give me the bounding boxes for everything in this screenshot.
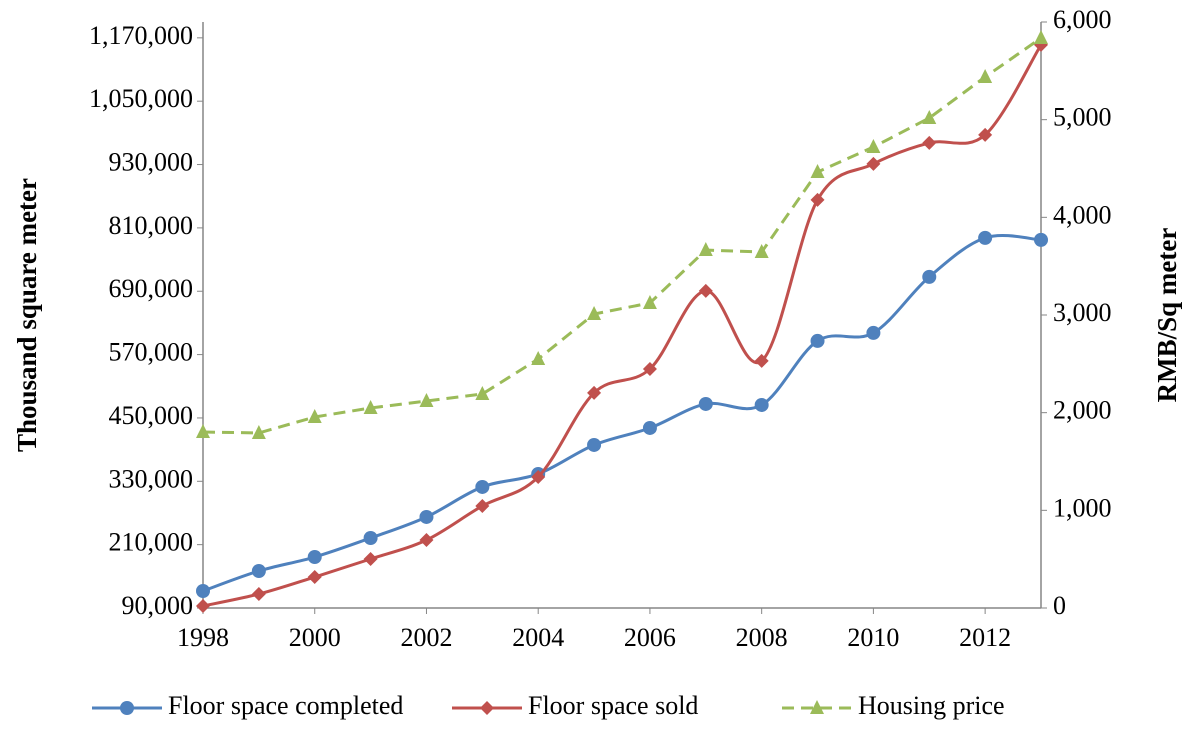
marker xyxy=(475,479,490,494)
marker xyxy=(251,424,266,439)
marker xyxy=(419,509,434,524)
marker xyxy=(1034,232,1048,247)
x-tick-label: 2004 xyxy=(512,623,564,652)
legend-marker xyxy=(810,700,824,714)
marker xyxy=(475,498,490,513)
marker xyxy=(642,361,657,376)
y2-tick-label: 0 xyxy=(1053,591,1066,620)
y-tick-label: 210,000 xyxy=(109,528,194,557)
marker xyxy=(363,552,378,567)
marker xyxy=(587,306,602,321)
marker xyxy=(810,164,825,179)
y-axis-title: Thousand square meter xyxy=(12,178,42,452)
marker xyxy=(531,469,546,484)
y2-tick-label: 5,000 xyxy=(1053,103,1112,132)
marker xyxy=(642,294,657,309)
marker xyxy=(922,135,937,150)
y2-tick-label: 3,000 xyxy=(1053,298,1112,327)
marker xyxy=(587,437,602,452)
marker xyxy=(587,385,602,400)
y-tick-label: 330,000 xyxy=(109,464,194,493)
y-tick-label: 1,170,000 xyxy=(89,21,193,50)
legend-label: Floor space sold xyxy=(528,691,698,720)
marker xyxy=(363,399,378,414)
marker xyxy=(363,530,378,545)
marker xyxy=(978,127,993,142)
y2-tick-label: 2,000 xyxy=(1053,396,1112,425)
marker xyxy=(810,333,825,348)
legend-marker xyxy=(120,701,134,715)
series-line xyxy=(202,36,1042,435)
x-tick-label: 2008 xyxy=(736,623,788,652)
marker xyxy=(810,192,825,207)
y-tick-label: 90,000 xyxy=(122,591,194,620)
marker xyxy=(307,408,322,423)
marker xyxy=(251,563,266,578)
marker xyxy=(978,68,993,83)
marker xyxy=(866,325,881,340)
marker xyxy=(419,393,434,408)
legend-label: Floor space completed xyxy=(168,691,403,720)
marker xyxy=(754,353,769,368)
y-tick-label: 690,000 xyxy=(109,274,194,303)
y2-tick-label: 6,000 xyxy=(1053,5,1112,34)
marker xyxy=(642,420,657,435)
y-tick-label: 1,050,000 xyxy=(89,84,193,113)
legend-marker xyxy=(480,701,494,715)
x-tick-label: 1998 xyxy=(177,623,229,652)
marker xyxy=(978,230,993,245)
marker xyxy=(251,587,266,602)
marker xyxy=(922,110,937,125)
marker xyxy=(698,283,713,298)
x-tick-label: 2002 xyxy=(400,623,452,652)
marker xyxy=(922,269,937,284)
marker xyxy=(307,570,322,585)
marker xyxy=(196,584,210,599)
y-tick-label: 930,000 xyxy=(109,148,194,177)
x-tick-label: 2010 xyxy=(847,623,899,652)
marker xyxy=(1034,30,1048,45)
x-tick-label: 2006 xyxy=(624,623,676,652)
y-tick-label: 810,000 xyxy=(109,211,194,240)
marker xyxy=(475,386,490,401)
marker xyxy=(754,244,769,259)
marker xyxy=(196,598,210,613)
x-tick-label: 2000 xyxy=(289,623,341,652)
marker xyxy=(419,533,434,548)
marker xyxy=(866,156,881,171)
marker xyxy=(698,242,713,257)
y-tick-label: 570,000 xyxy=(109,338,194,367)
y2-axis-title: RMB/Sq meter xyxy=(1152,228,1182,403)
marker xyxy=(754,397,769,412)
y2-tick-label: 1,000 xyxy=(1053,493,1112,522)
marker xyxy=(531,351,546,366)
series-line xyxy=(202,44,1043,608)
legend-label: Housing price xyxy=(858,691,1005,720)
marker xyxy=(307,550,322,565)
y2-tick-label: 4,000 xyxy=(1053,200,1112,229)
marker xyxy=(698,396,713,411)
series-line xyxy=(202,234,1042,593)
y-tick-label: 450,000 xyxy=(109,401,194,430)
x-tick-label: 2012 xyxy=(959,623,1011,652)
marker xyxy=(866,139,881,154)
marker xyxy=(196,424,210,439)
